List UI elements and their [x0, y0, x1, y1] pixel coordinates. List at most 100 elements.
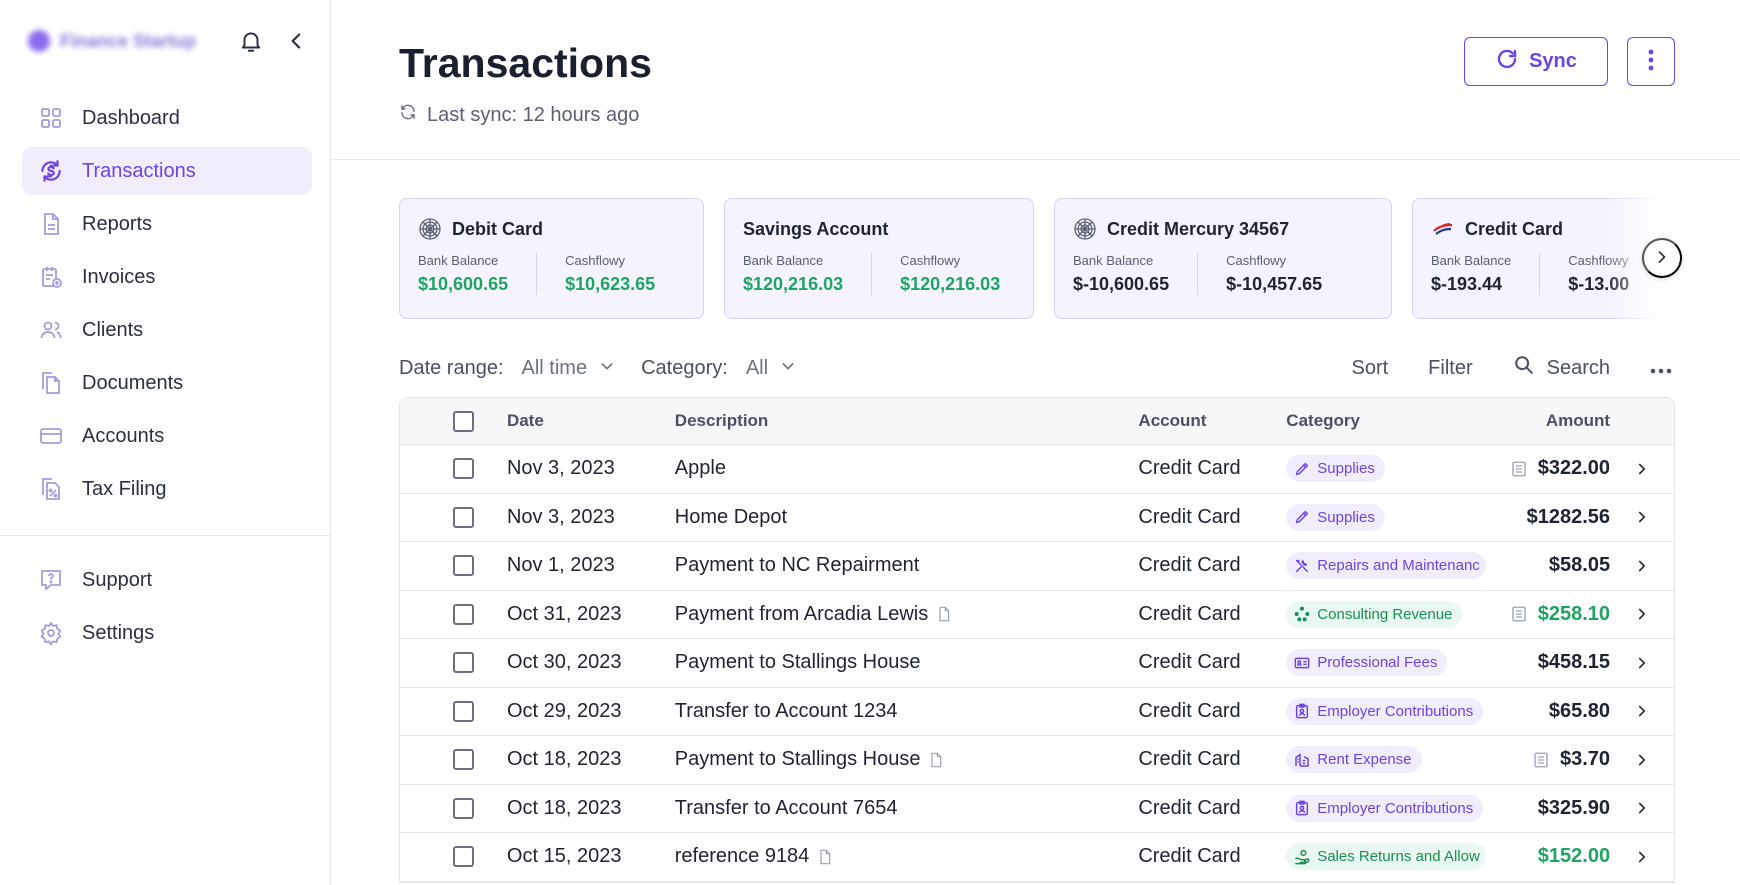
more-horizontal-icon[interactable] [1650, 357, 1672, 380]
sidebar-item-accounts[interactable]: Accounts [22, 412, 312, 460]
table-row[interactable]: Oct 18, 2023 Transfer to Account 7654 Cred… [400, 785, 1674, 833]
sidebar-item-transactions[interactable]: Transactions [22, 147, 312, 195]
account-name: Credit Mercury 34567 [1107, 218, 1290, 239]
receipt-icon[interactable] [1532, 751, 1550, 769]
tools-icon [1294, 558, 1310, 574]
category-badge[interactable]: Employer Contributions [1286, 794, 1484, 822]
header-amount[interactable]: Amount [1545, 411, 1611, 430]
account-card[interactable]: Savings Account Bank Balance $120,216.03 Ca… [724, 198, 1034, 319]
cell-description: Payment from Arcadia Lewis [675, 603, 1139, 626]
header-description[interactable]: Description [674, 411, 769, 430]
chevron-right-icon[interactable] [1633, 508, 1651, 526]
row-checkbox[interactable] [452, 846, 474, 868]
chevron-right-icon[interactable] [1633, 799, 1651, 817]
carousel-next-button[interactable] [1642, 238, 1682, 278]
sidebar-item-label: Invoices [82, 265, 156, 288]
category-text: Supplies [1317, 460, 1375, 477]
clipboard-user-icon [1294, 800, 1310, 816]
row-checkbox[interactable] [452, 555, 474, 577]
row-checkbox[interactable] [452, 506, 474, 528]
category-badge[interactable]: Rent Expense [1286, 746, 1422, 773]
category-badge[interactable]: Employer Contributions [1286, 697, 1484, 725]
sidebar-item-support[interactable]: Support [22, 556, 312, 604]
bank-balance-label: Bank Balance [418, 253, 499, 268]
sidebar-item-documents[interactable]: Documents [22, 359, 312, 407]
category-badge[interactable]: Professional Fees [1286, 649, 1448, 676]
header-account[interactable]: Account [1138, 411, 1207, 430]
attachment-doc-icon[interactable] [928, 751, 944, 769]
cell-account: Credit Card [1138, 602, 1241, 625]
category-label: Category: [641, 356, 728, 379]
date-range-select[interactable]: All time [522, 357, 616, 380]
collapse-sidebar-icon[interactable] [284, 28, 310, 54]
sidebar-item-tax-filing[interactable]: Tax Filing [22, 465, 312, 513]
chevron-right-icon [1652, 247, 1672, 270]
chevron-right-icon[interactable] [1633, 605, 1651, 623]
table-row[interactable]: Oct 30, 2023 Payment to Stallings House Cr… [400, 639, 1674, 688]
row-checkbox[interactable] [452, 458, 474, 480]
amount-text: $58.05 [1548, 554, 1611, 577]
receipt-icon[interactable] [1510, 460, 1528, 478]
table-row[interactable]: Nov 3, 2023 Apple Credit Card Supplies $322.… [400, 445, 1674, 494]
chevron-right-icon[interactable] [1633, 751, 1651, 769]
sidebar-item-settings[interactable]: Settings [22, 609, 312, 657]
sidebar-item-clients[interactable]: Clients [22, 306, 312, 354]
sidebar-item-label: Documents [82, 371, 184, 394]
cashflowy-balance-value: $10,623.65 [565, 274, 656, 294]
sync-button[interactable]: Sync [1464, 37, 1608, 86]
table-row[interactable]: Nov 1, 2023 Payment to NC Repairment Credi… [400, 542, 1674, 591]
category-select[interactable]: All [746, 357, 796, 380]
header-date[interactable]: Date [506, 411, 544, 430]
account-card[interactable]: Credit Mercury 34567 Bank Balance $-10,600… [1054, 198, 1392, 319]
row-open-cell [1610, 799, 1674, 817]
chevron-right-icon[interactable] [1633, 460, 1651, 478]
row-checkbox[interactable] [452, 749, 474, 771]
table-row[interactable]: Oct 15, 2023 reference 9184 Credit Card Sal… [400, 833, 1674, 882]
workspace-switcher[interactable]: Finance Startup [28, 30, 196, 52]
table-row[interactable]: Nov 3, 2023 Home Depot Credit Card Supplies… [400, 494, 1674, 542]
category-badge[interactable]: Repairs and Maintenanc [1286, 552, 1487, 579]
search-button[interactable]: Search [1513, 354, 1610, 382]
table-row[interactable]: Oct 18, 2023 Payment to Stallings House Cr… [400, 736, 1674, 785]
support-icon [38, 567, 64, 593]
row-checkbox[interactable] [452, 652, 474, 674]
cashflowy-balance: Cashflowy $10,623.65 [536, 253, 683, 295]
cell-amount: $458.15 [1486, 651, 1610, 674]
bank-balance-value: $-193.44 [1431, 274, 1503, 294]
cell-account: Credit Card [1138, 796, 1241, 819]
category-badge[interactable]: Supplies [1286, 455, 1385, 482]
row-select-cell [400, 603, 507, 625]
table-row[interactable]: Oct 29, 2023 Transfer to Account 1234 Cred… [400, 688, 1674, 736]
attachment-doc-icon[interactable] [936, 605, 952, 623]
row-checkbox[interactable] [452, 797, 474, 819]
category-badge[interactable]: Supplies [1286, 503, 1385, 531]
account-card[interactable]: Debit Card Bank Balance $10,600.65 Cashflow… [399, 198, 704, 319]
sort-button[interactable]: Sort [1351, 356, 1389, 379]
row-checkbox[interactable] [452, 700, 474, 722]
select-all-checkbox[interactable] [452, 410, 474, 432]
category-badge[interactable]: Consulting Revenue [1286, 600, 1463, 628]
filter-button[interactable]: Filter [1428, 356, 1473, 379]
category-text: Employer Contributions [1317, 702, 1474, 720]
cell-category: Employer Contributions [1286, 794, 1486, 823]
sidebar-item-label: Support [82, 568, 153, 591]
sidebar-item-reports[interactable]: Reports [22, 200, 312, 248]
row-checkbox[interactable] [452, 603, 474, 625]
chevron-right-icon[interactable] [1633, 702, 1651, 720]
sidebar-item-dashboard[interactable]: Dashboard [22, 94, 312, 142]
chevron-right-icon[interactable] [1633, 848, 1651, 866]
chevron-right-icon[interactable] [1633, 557, 1651, 575]
bell-icon[interactable] [238, 28, 264, 54]
header-category[interactable]: Category [1286, 411, 1360, 430]
receipt-icon[interactable] [1510, 605, 1528, 623]
chevron-down-icon [599, 357, 615, 380]
cell-date: Nov 1, 2023 [506, 554, 615, 577]
more-options-button[interactable] [1627, 37, 1675, 86]
chevron-right-icon[interactable] [1633, 654, 1651, 672]
attachment-doc-icon[interactable] [817, 848, 833, 866]
table-row[interactable]: Oct 31, 2023 Payment from Arcadia Lewis Cr… [400, 591, 1674, 639]
cell-description: Payment to NC Repairment [675, 554, 1139, 577]
sidebar-item-invoices[interactable]: Invoices [22, 253, 312, 301]
dashboard-icon [38, 105, 64, 131]
category-badge[interactable]: Sales Returns and Allow [1286, 843, 1487, 870]
